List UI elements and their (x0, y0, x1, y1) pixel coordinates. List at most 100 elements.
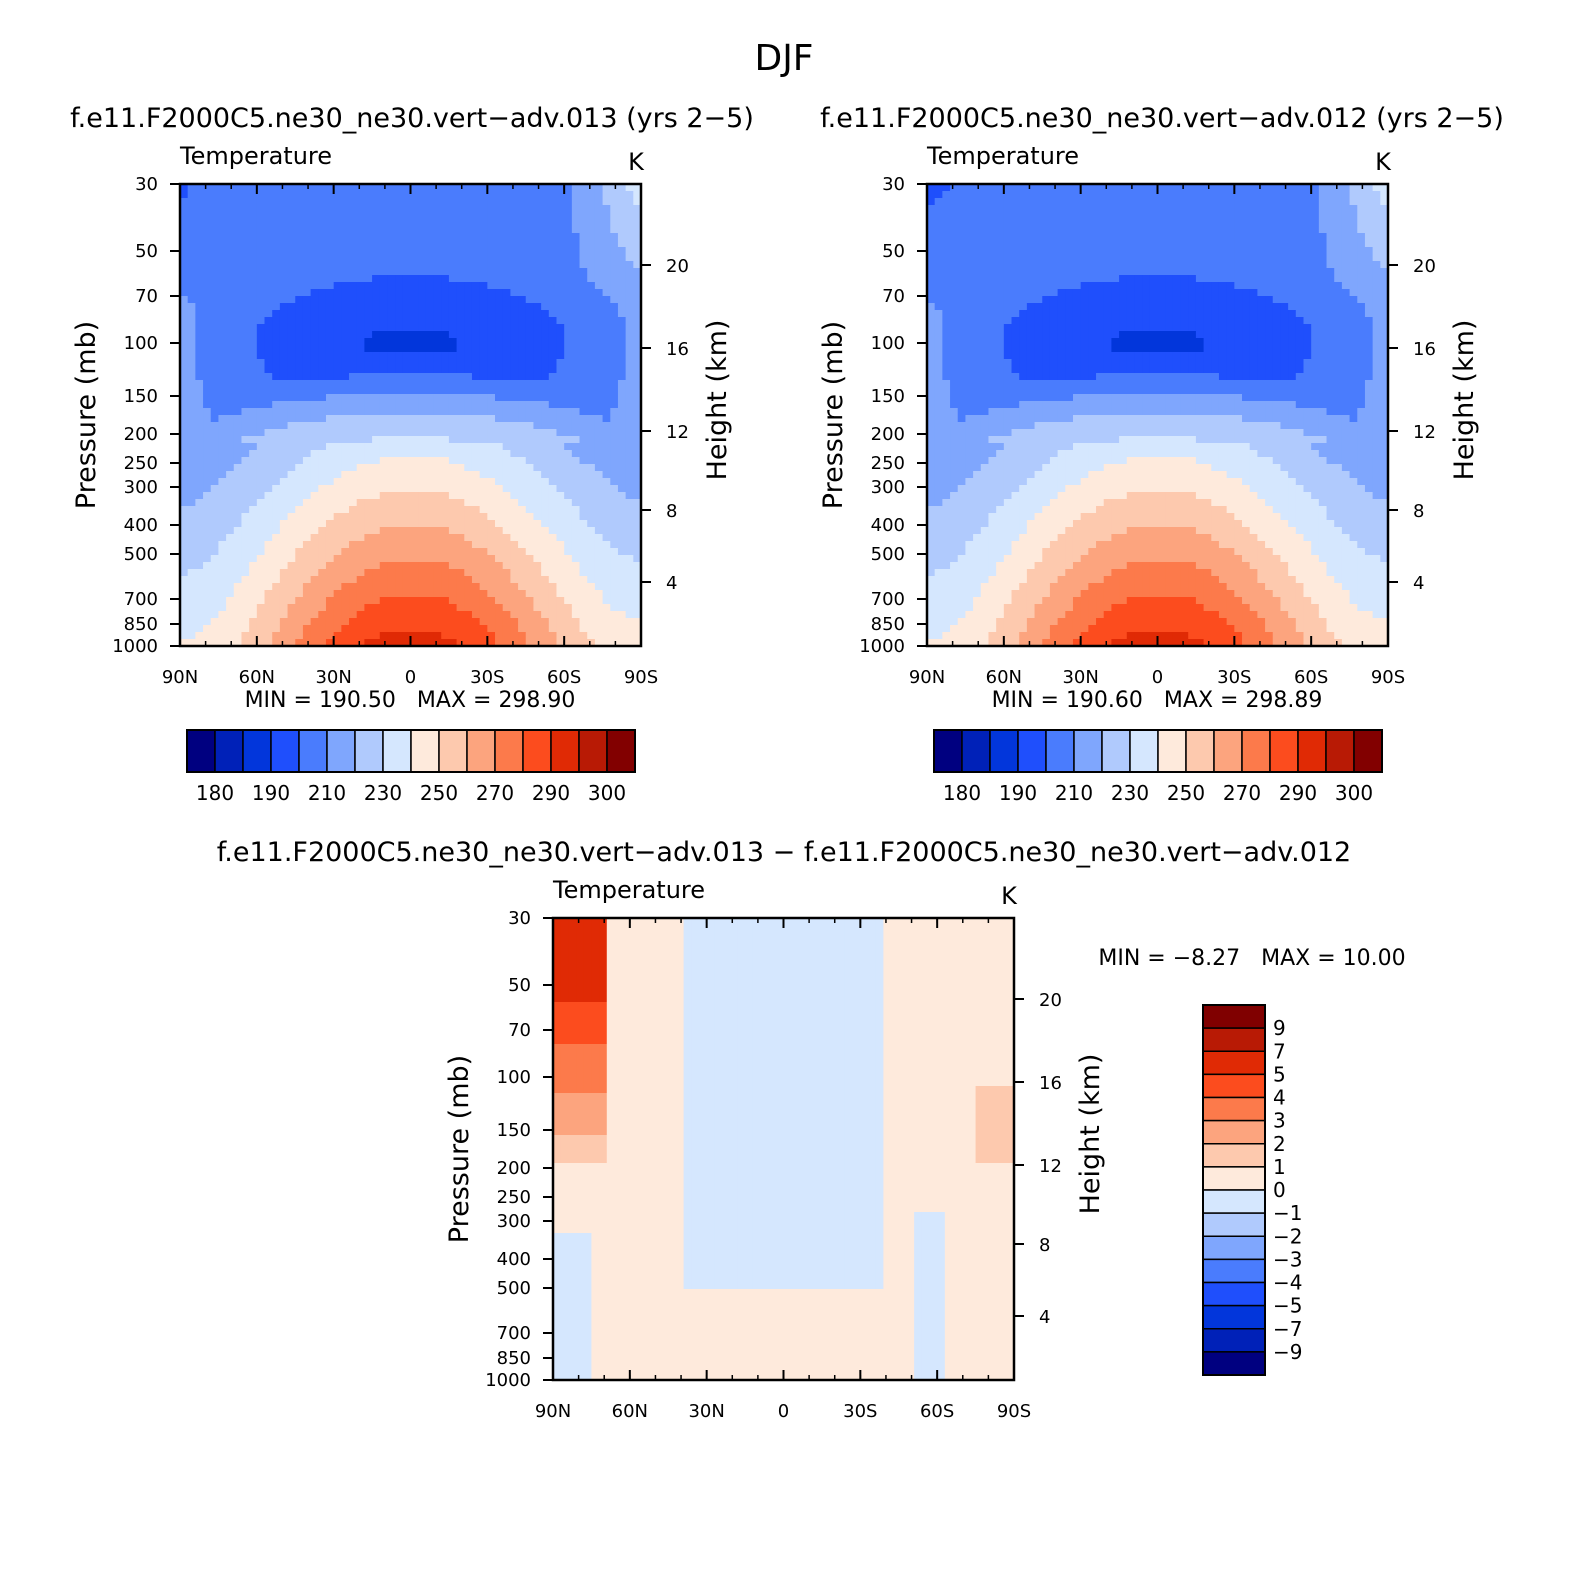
contour-cell (272, 254, 281, 262)
contour-cell (587, 583, 596, 591)
contour-cell (1326, 205, 1335, 213)
contour-cell (302, 492, 312, 500)
contour-cell (548, 583, 558, 591)
contour-cell (364, 555, 373, 563)
contour-cell (402, 499, 412, 507)
contour-cell (349, 583, 358, 591)
contour-cell (617, 289, 627, 297)
contour-cell (479, 380, 488, 388)
contour-cell (180, 464, 189, 472)
contour-cell (218, 233, 227, 241)
contour-cell (325, 471, 335, 479)
contour-cell (495, 184, 504, 192)
contour-cell (1272, 198, 1282, 206)
contour-cell (187, 604, 196, 612)
contour-cell (1257, 226, 1266, 234)
contour-cell (479, 639, 488, 647)
contour-cell (556, 471, 565, 479)
contour-cell (633, 352, 642, 360)
contour-cell (965, 247, 974, 255)
contour-cell (471, 513, 481, 521)
contour-cell (356, 226, 365, 234)
contour-cell (302, 443, 312, 451)
contour-cell (556, 457, 565, 465)
contour-cell (571, 394, 581, 402)
contour-cell (418, 275, 427, 283)
contour-cell (395, 464, 404, 472)
contour-cell (625, 436, 634, 444)
contour-cell (518, 331, 527, 339)
contour-cell (1111, 191, 1120, 199)
contour-cell (1149, 268, 1159, 276)
contour-cell (349, 464, 358, 472)
contour-cell (295, 569, 304, 577)
contour-cell (965, 219, 974, 227)
contour-cell (510, 373, 519, 381)
contour-cell (349, 611, 358, 619)
contour-cell (226, 464, 235, 472)
contour-cell (495, 345, 504, 353)
contour-cell (210, 562, 220, 570)
contour-cell (1180, 191, 1189, 199)
contour-cell (349, 562, 358, 570)
contour-cell (487, 471, 496, 479)
contour-cell (387, 352, 396, 360)
contour-cell (402, 247, 412, 255)
contour-cell (594, 275, 604, 283)
contour-cell (533, 478, 542, 486)
contour-cell (510, 184, 519, 192)
contour-cell (295, 534, 304, 542)
contour-cell (1318, 205, 1328, 213)
contour-cell (556, 590, 565, 598)
contour-cell (256, 618, 266, 626)
contour-cell (210, 422, 220, 430)
contour-cell (1242, 268, 1251, 276)
contour-cell (1072, 198, 1082, 206)
contour-cell (464, 317, 473, 325)
contour-cell (410, 401, 419, 409)
contour-cell (310, 639, 319, 647)
contour-cell (295, 352, 304, 360)
contour-cell (203, 506, 212, 514)
contour-cell (1126, 184, 1136, 192)
contour-cell (433, 205, 442, 213)
contour-cell (495, 485, 504, 493)
contour-cell (456, 254, 465, 262)
contour-cell (1226, 198, 1235, 206)
contour-cell (448, 289, 458, 297)
contour-cell (226, 492, 235, 500)
contour-cell (272, 562, 281, 570)
contour-cell (1364, 233, 1374, 241)
contour-cell (464, 240, 473, 248)
contour-cell (333, 569, 342, 577)
contour-cell (448, 457, 458, 465)
contour-cell (1134, 226, 1143, 234)
contour-cell (1295, 184, 1305, 192)
contour-cell (548, 261, 558, 269)
contour-cell (633, 233, 642, 241)
contour-cell (502, 275, 511, 283)
contour-cell (464, 366, 473, 374)
contour-cell (980, 268, 990, 276)
contour-cell (233, 576, 243, 584)
contour-cell (287, 233, 296, 241)
contour-cell (448, 219, 458, 227)
contour-cell (1288, 184, 1297, 192)
contour-cell (418, 422, 427, 430)
contour-cell (525, 247, 535, 255)
contour-cell (233, 366, 243, 374)
contour-cell (226, 191, 235, 199)
contour-cell (594, 317, 604, 325)
colorbar-swatch (578, 729, 608, 773)
contour-cell (433, 331, 442, 339)
contour-cell (502, 632, 511, 640)
panel-2: 90N 60N 30N 0 30S 60S 90S305070100150200250300… (818, 142, 1480, 805)
contour-cell (295, 457, 304, 465)
contour-cell (241, 387, 250, 395)
contour-cell (203, 457, 212, 465)
contour-cell (518, 247, 527, 255)
contour-cell (425, 520, 435, 528)
contour-cell (1157, 254, 1166, 262)
contour-cell (1372, 261, 1381, 269)
contour-cell (533, 471, 542, 479)
